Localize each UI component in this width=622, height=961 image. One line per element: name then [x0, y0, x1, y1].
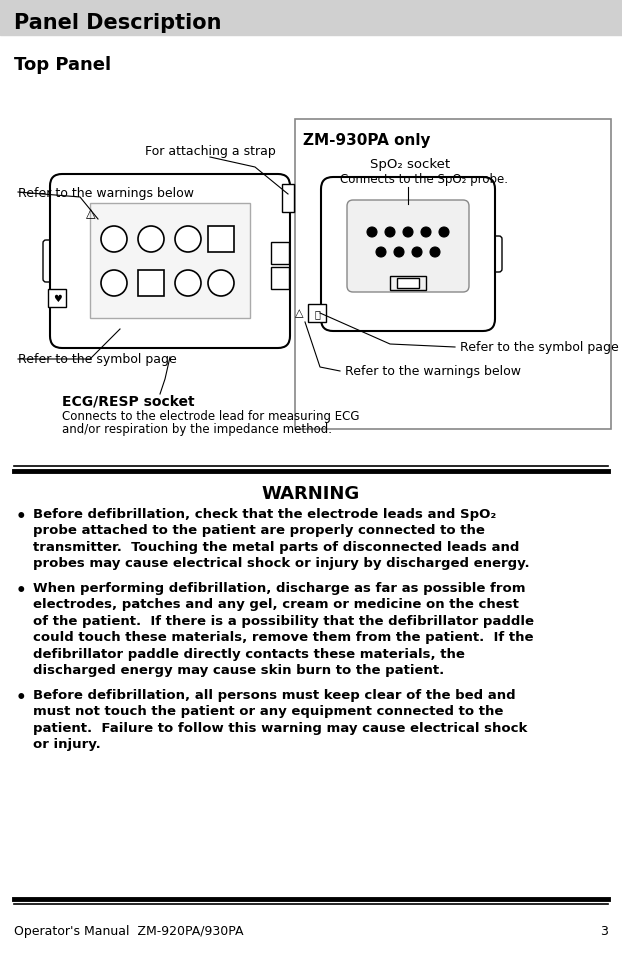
Text: △: △	[295, 308, 304, 318]
Text: For attaching a strap: For attaching a strap	[145, 145, 276, 158]
Text: SpO₂ socket: SpO₂ socket	[370, 158, 450, 171]
FancyBboxPatch shape	[43, 241, 65, 283]
Bar	[390, 277, 426, 290]
Circle shape	[430, 248, 440, 258]
Text: discharged energy may cause skin burn to the patient.: discharged energy may cause skin burn to…	[33, 664, 444, 677]
Text: WARNING: WARNING	[262, 484, 360, 503]
Text: electrodes, patches and any gel, cream or medicine on the chest: electrodes, patches and any gel, cream o…	[33, 598, 519, 611]
Text: defibrillator paddle directly contacts these materials, the: defibrillator paddle directly contacts t…	[33, 648, 465, 660]
Text: ZM-930PA only: ZM-930PA only	[303, 133, 430, 147]
Bar	[271, 243, 289, 264]
Circle shape	[439, 228, 449, 237]
Text: Refer to the warnings below: Refer to the warnings below	[18, 186, 194, 199]
Text: probe attached to the patient are properly connected to the: probe attached to the patient are proper…	[33, 524, 485, 537]
Text: When performing defibrillation, discharge as far as possible from: When performing defibrillation, discharg…	[33, 581, 526, 595]
Text: Refer to the symbol page: Refer to the symbol page	[18, 353, 177, 366]
Circle shape	[403, 228, 413, 237]
Text: probes may cause electrical shock or injury by discharged energy.: probes may cause electrical shock or inj…	[33, 557, 529, 570]
Text: of the patient.  If there is a possibility that the defibrillator paddle: of the patient. If there is a possibilit…	[33, 614, 534, 628]
Text: 3: 3	[600, 924, 608, 938]
Bar	[397, 279, 419, 288]
Text: patient.  Failure to follow this warning may cause electrical shock: patient. Failure to follow this warning …	[33, 722, 527, 734]
Text: transmitter.  Touching the metal parts of disconnected leads and: transmitter. Touching the metal parts of…	[33, 540, 519, 554]
Text: Connects to the SpO₂ probe.: Connects to the SpO₂ probe.	[340, 173, 508, 185]
Circle shape	[421, 228, 431, 237]
Text: Top Panel: Top Panel	[14, 56, 111, 74]
Text: Refer to the warnings below: Refer to the warnings below	[345, 365, 521, 378]
Bar	[271, 268, 289, 289]
FancyBboxPatch shape	[321, 178, 495, 332]
Text: Connects to the electrode lead for measuring ECG: Connects to the electrode lead for measu…	[62, 409, 360, 423]
Circle shape	[376, 248, 386, 258]
Circle shape	[367, 228, 377, 237]
Text: must not touch the patient or any equipment connected to the: must not touch the patient or any equipm…	[33, 704, 503, 718]
Text: or injury.: or injury.	[33, 738, 101, 751]
Text: Before defibrillation, all persons must keep clear of the bed and: Before defibrillation, all persons must …	[33, 688, 516, 702]
FancyBboxPatch shape	[50, 175, 290, 349]
Bar	[90, 204, 250, 319]
Circle shape	[385, 228, 395, 237]
Text: and/or respiration by the impedance method.: and/or respiration by the impedance meth…	[62, 423, 332, 435]
Bar	[282, 185, 294, 212]
Text: •: •	[16, 507, 27, 526]
Circle shape	[101, 271, 127, 297]
Text: •: •	[16, 688, 27, 706]
Circle shape	[138, 227, 164, 253]
Text: Refer to the symbol page: Refer to the symbol page	[460, 341, 619, 355]
Text: Operator's Manual  ZM-920PA/930PA: Operator's Manual ZM-920PA/930PA	[14, 924, 243, 938]
Circle shape	[412, 248, 422, 258]
Text: could touch these materials, remove them from the patient.  If the: could touch these materials, remove them…	[33, 630, 534, 644]
Text: Panel Description: Panel Description	[14, 13, 221, 33]
Text: Before defibrillation, check that the electrode leads and SpO₂: Before defibrillation, check that the el…	[33, 507, 496, 521]
Circle shape	[208, 271, 234, 297]
FancyBboxPatch shape	[347, 201, 469, 293]
Circle shape	[175, 227, 201, 253]
Text: ECG/RESP socket: ECG/RESP socket	[62, 395, 195, 408]
Bar	[308, 305, 326, 323]
Bar	[208, 227, 234, 253]
FancyBboxPatch shape	[480, 236, 502, 273]
Bar	[48, 289, 66, 308]
Text: ♥: ♥	[53, 294, 62, 304]
Bar	[0, 0, 622, 36]
Circle shape	[175, 271, 201, 297]
Circle shape	[101, 227, 127, 253]
Text: △: △	[86, 207, 96, 220]
Text: 🚶: 🚶	[314, 308, 320, 319]
Circle shape	[394, 248, 404, 258]
Bar	[295, 120, 611, 430]
Bar	[138, 271, 164, 297]
Text: •: •	[16, 581, 27, 600]
